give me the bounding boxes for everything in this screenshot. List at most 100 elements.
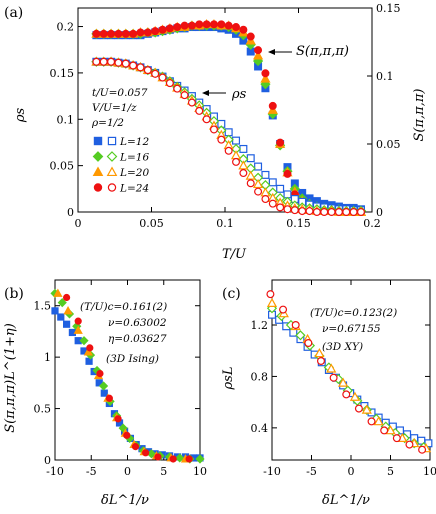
panel-b-plot: -10 -5 0 5 10 0 0.5 1 1.5 bbox=[34, 279, 207, 478]
data-point bbox=[105, 394, 113, 402]
x-tick-label: -5 bbox=[86, 465, 97, 478]
panel-a-y2label: S(π,π,π) bbox=[412, 89, 427, 142]
data-point bbox=[230, 150, 242, 160]
data-point bbox=[202, 115, 211, 124]
panel-a-legend: L=12 L=16 L=20 L=24 bbox=[92, 136, 149, 195]
data-point bbox=[326, 363, 337, 373]
data-point bbox=[98, 381, 109, 391]
legend-marker-open bbox=[106, 166, 118, 177]
data-point bbox=[327, 208, 336, 217]
legend-marker-filled bbox=[93, 136, 103, 146]
y2-tick-label: 0 bbox=[376, 206, 383, 219]
data-point bbox=[291, 321, 300, 330]
data-point bbox=[268, 101, 277, 110]
data-point bbox=[295, 330, 306, 341]
data-point bbox=[261, 195, 270, 204]
x-tick-label: 0 bbox=[348, 465, 355, 478]
x-tick-label: 0 bbox=[124, 465, 131, 478]
data-point bbox=[99, 57, 108, 66]
data-point bbox=[86, 344, 94, 352]
data-point bbox=[361, 404, 372, 414]
panel-a-param-1: t/U=0.057 bbox=[92, 87, 148, 99]
data-point bbox=[165, 79, 174, 88]
data-point bbox=[276, 138, 285, 147]
data-point bbox=[100, 389, 108, 397]
data-point bbox=[245, 170, 256, 180]
data-point bbox=[349, 391, 361, 401]
x-tick-label: -10 bbox=[46, 465, 64, 478]
data-point bbox=[136, 28, 145, 37]
data-point bbox=[239, 169, 248, 178]
data-point bbox=[114, 415, 122, 423]
y-tick-label: 0.5 bbox=[34, 403, 52, 416]
data-point bbox=[121, 59, 130, 68]
data-point bbox=[338, 377, 349, 387]
data-point bbox=[266, 297, 278, 308]
x-tick-label: 0.1 bbox=[216, 217, 234, 230]
data-point bbox=[123, 431, 131, 439]
y-tick-label: 0.4 bbox=[251, 422, 269, 435]
data-point bbox=[239, 25, 248, 34]
data-point bbox=[83, 347, 93, 356]
data-point bbox=[158, 25, 167, 34]
y-tick-label: 1.5 bbox=[34, 300, 52, 313]
data-point bbox=[276, 203, 285, 212]
data-point bbox=[195, 20, 204, 29]
data-point bbox=[209, 20, 218, 29]
panel-a-param-3: ρ=1/2 bbox=[91, 117, 124, 129]
x-tick-label: 0.2 bbox=[363, 217, 381, 230]
panel-b-xlabel: δL^1/ν bbox=[101, 493, 149, 508]
legend-marker-open bbox=[107, 183, 117, 192]
data-point bbox=[266, 290, 275, 299]
x-tick-label: 0.15 bbox=[286, 217, 311, 230]
data-point bbox=[254, 46, 263, 55]
s-arrow-head bbox=[268, 49, 275, 55]
data-point bbox=[85, 357, 93, 365]
x-tick-label: -10 bbox=[263, 465, 281, 478]
data-point bbox=[380, 426, 389, 435]
data-point bbox=[279, 305, 288, 314]
y2-tick-label: 0.15 bbox=[376, 2, 401, 15]
data-point bbox=[298, 207, 307, 216]
data-point bbox=[131, 443, 140, 451]
panel-a-param-2: V/U=1/z bbox=[92, 102, 137, 114]
data-point bbox=[92, 57, 101, 66]
y-tick-label: 1 bbox=[44, 351, 51, 364]
x-tick-label: 0.05 bbox=[139, 217, 164, 230]
legend-label: L=20 bbox=[119, 167, 149, 179]
y-tick-label: 0.05 bbox=[50, 160, 75, 173]
data-point bbox=[173, 84, 182, 93]
panel-b-ann-4: (3D Ising) bbox=[106, 353, 159, 365]
data-point bbox=[99, 29, 108, 38]
data-point bbox=[185, 455, 193, 463]
panel-b-ann-1: (T/U)c=0.161(2) bbox=[80, 301, 167, 313]
panel-c-plot: -10 -5 0 5 10 0.4 0.8 1.2 bbox=[251, 279, 436, 478]
data-point bbox=[367, 417, 376, 426]
legend-marker-open bbox=[107, 136, 117, 146]
data-point bbox=[143, 66, 152, 75]
data-point bbox=[142, 449, 150, 457]
data-point bbox=[165, 24, 174, 33]
x-tick-label: 5 bbox=[160, 465, 167, 478]
data-point bbox=[304, 339, 313, 348]
data-point bbox=[51, 307, 59, 315]
data-point bbox=[73, 325, 83, 334]
data-point bbox=[136, 63, 145, 72]
data-point bbox=[254, 162, 263, 171]
data-point bbox=[334, 208, 343, 217]
data-point bbox=[107, 57, 116, 66]
data-point bbox=[53, 288, 63, 297]
y-tick-label: 0.8 bbox=[251, 370, 269, 383]
data-point bbox=[121, 29, 130, 38]
data-point bbox=[96, 370, 104, 378]
data-point bbox=[356, 208, 365, 217]
data-point bbox=[195, 106, 204, 115]
data-point bbox=[129, 61, 138, 70]
data-point bbox=[169, 455, 177, 463]
data-point bbox=[217, 135, 226, 144]
data-point bbox=[202, 20, 211, 29]
panel-b-ann-3: η=0.03627 bbox=[108, 333, 167, 345]
data-point bbox=[246, 179, 255, 188]
legend-label: L=16 bbox=[119, 152, 149, 164]
data-point bbox=[349, 208, 358, 217]
